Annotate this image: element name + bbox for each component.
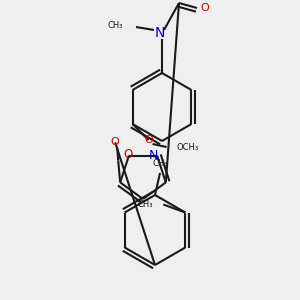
- Text: CH₃: CH₃: [138, 200, 153, 209]
- Text: OCH₃: OCH₃: [177, 142, 199, 152]
- Text: CH₃: CH₃: [107, 20, 123, 29]
- Text: O: O: [201, 3, 209, 13]
- Text: O: O: [144, 135, 153, 145]
- Text: O: O: [123, 148, 133, 161]
- Text: CH₃: CH₃: [152, 158, 168, 167]
- Text: N: N: [148, 149, 158, 162]
- Text: N: N: [155, 26, 165, 40]
- Text: O: O: [111, 137, 119, 147]
